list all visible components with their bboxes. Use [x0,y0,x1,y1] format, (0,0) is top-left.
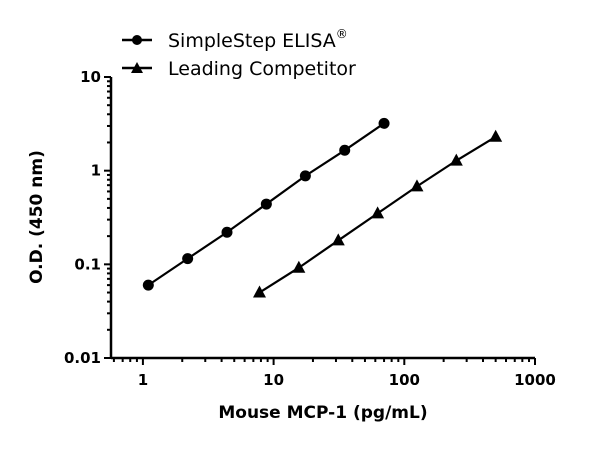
data-point-circle [260,198,272,210]
legend: SimpleStep ELISA® Leading Competitor [122,27,356,80]
legend-label-simplestep: SimpleStep ELISA® [168,27,348,52]
y-axis-label: O.D. (450 nm) [27,150,47,284]
x-tick-label: 10 [263,371,284,389]
data-point-triangle [489,129,503,142]
legend-marker-triangle [131,62,143,73]
data-point-circle [378,117,390,129]
data-point-circle [339,144,351,156]
series-competitor [253,129,503,298]
data-point-triangle [449,153,463,166]
axes: 0.01 0.1 1 10 1 10 100 1000 [64,68,556,389]
x-axis-label: Mouse MCP-1 (pg/mL) [218,403,427,423]
data-point-circle [299,170,311,182]
y-tick-label: 0.1 [74,255,101,273]
x-tick-label: 100 [389,371,420,389]
data-point-triangle [371,206,385,219]
data-point-triangle [253,285,267,298]
data-point-triangle [331,233,345,246]
data-point-triangle [292,260,306,273]
series-simplestep [142,117,390,291]
data-point-circle [182,253,194,265]
y-tick-label: 0.01 [64,349,101,367]
data-point-circle [221,226,233,238]
data-point-circle [142,279,154,291]
x-tick-label: 1 [138,371,148,389]
data-point-triangle [410,179,424,192]
y-tick-label: 10 [80,68,101,86]
series-layer [142,117,503,298]
legend-label-competitor: Leading Competitor [168,58,356,80]
x-tick-label: 1000 [514,371,556,389]
legend-marker-circle [132,35,142,45]
y-tick-label: 1 [91,162,101,180]
